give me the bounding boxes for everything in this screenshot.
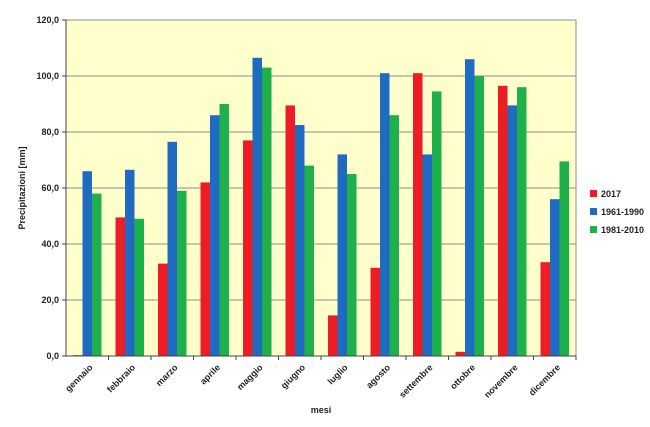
y-tick-label: 120,0 bbox=[36, 15, 59, 25]
legend-label: 1961-1990 bbox=[601, 207, 644, 217]
bar-2017-febbraio bbox=[115, 217, 125, 356]
bar-2017-giugno bbox=[285, 105, 295, 357]
bars bbox=[73, 57, 569, 357]
bar-1981-2010-novembre bbox=[517, 87, 527, 356]
y-tick-label: 60,0 bbox=[41, 183, 59, 193]
bar-1961-1990-ottobre bbox=[465, 59, 475, 356]
legend-swatch-1961-1990 bbox=[590, 208, 597, 215]
bar-2017-novembre bbox=[498, 85, 508, 357]
bar-1961-1990-maggio bbox=[252, 57, 262, 357]
bar-1981-2010-gennaio bbox=[92, 193, 102, 356]
bar-2017-ottobre bbox=[455, 351, 465, 356]
y-tick-label: 0,0 bbox=[46, 351, 59, 361]
bar-1961-1990-novembre bbox=[507, 105, 517, 357]
bar-2017-dicembre bbox=[540, 262, 550, 356]
legend: 2017 1961-1990 1981-2010 bbox=[590, 189, 644, 235]
x-axis-title: mesi bbox=[311, 405, 332, 415]
y-tick-label: 20,0 bbox=[41, 295, 59, 305]
bar-1961-1990-luglio bbox=[337, 154, 347, 356]
y-tick-label: 80,0 bbox=[41, 127, 59, 137]
bar-2017-luglio bbox=[328, 315, 338, 356]
bar-1981-2010-giugno bbox=[304, 165, 314, 356]
bar-1981-2010-settembre bbox=[432, 91, 442, 357]
bar-1961-1990-gennaio bbox=[82, 171, 92, 356]
gridlines bbox=[66, 75, 576, 301]
bar-1961-1990-febbraio bbox=[125, 169, 135, 356]
bar-1961-1990-marzo bbox=[167, 141, 177, 356]
legend-swatch-1981-2010 bbox=[590, 226, 597, 233]
legend-swatch-2017 bbox=[590, 190, 597, 197]
bar-1961-1990-aprile bbox=[210, 115, 220, 356]
bar-1961-1990-settembre bbox=[422, 154, 432, 356]
legend-label: 1981-2010 bbox=[601, 225, 644, 235]
bar-1961-1990-giugno bbox=[295, 125, 305, 356]
bar-1981-2010-ottobre bbox=[474, 76, 484, 356]
bar-1981-2010-dicembre bbox=[559, 161, 569, 356]
bar-1961-1990-agosto bbox=[380, 73, 390, 356]
bar-2017-agosto bbox=[370, 267, 380, 356]
bar-1981-2010-aprile bbox=[219, 104, 229, 356]
y-axis-title: Precipitazioni [mm] bbox=[17, 146, 27, 229]
bar-1981-2010-febbraio bbox=[134, 218, 144, 356]
legend-label: 2017 bbox=[601, 189, 621, 199]
bar-1981-2010-marzo bbox=[177, 190, 187, 356]
y-tick-label: 40,0 bbox=[41, 239, 59, 249]
bar-2017-maggio bbox=[243, 140, 253, 356]
bar-1961-1990-dicembre bbox=[550, 199, 560, 356]
y-tick-label: 100,0 bbox=[36, 71, 59, 81]
bar-2017-aprile bbox=[200, 182, 210, 356]
bar-1981-2010-agosto bbox=[389, 115, 399, 356]
bar-1981-2010-luglio bbox=[347, 174, 357, 356]
bar-2017-marzo bbox=[158, 263, 168, 356]
y-axis-ticks: 0,0 20,0 40,0 60,0 80,0 100,0 120,0 bbox=[36, 15, 66, 361]
bar-2017-settembre bbox=[413, 73, 423, 356]
bar-1981-2010-maggio bbox=[262, 67, 272, 356]
